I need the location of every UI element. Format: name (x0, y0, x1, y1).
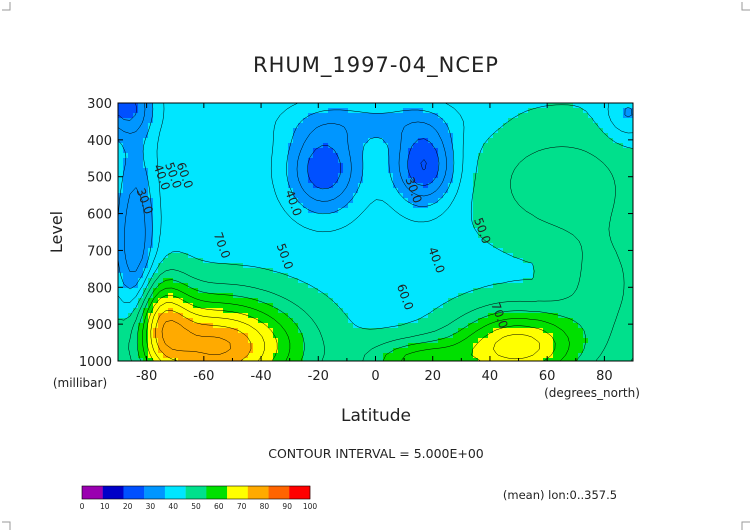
colorbar-swatch (144, 486, 166, 499)
x-axis: -80 -60 -40 -20 0 20 40 60 80 (117, 103, 634, 384)
contour-field (118, 103, 634, 362)
colorbar-tick-label: 70 (237, 502, 247, 511)
colorbar-tick-label: 30 (146, 502, 156, 511)
x-tick-label: 0 (371, 369, 379, 384)
x-axis-unit: (degrees_north) (544, 386, 640, 400)
colorbar: 0 10 20 30 40 50 60 70 80 90 100 (80, 485, 318, 511)
colorbar-tick-label: 60 (214, 502, 224, 511)
x-tick-label: 40 (482, 369, 499, 384)
contour-interval-note: CONTOUR INTERVAL = 5.000E+00 (268, 446, 484, 461)
x-tick-label: -20 (308, 369, 329, 384)
colorbar-tick-label: 40 (168, 502, 178, 511)
y-tick-label: 800 (87, 281, 112, 296)
colorbar-swatch (82, 486, 103, 499)
x-tick-label: -60 (193, 369, 214, 384)
colorbar-swatch (268, 486, 290, 499)
colorbar-swatch (247, 486, 269, 499)
x-tick-label: 80 (596, 369, 613, 384)
colorbar-swatch (123, 486, 145, 499)
colorbar-swatch (102, 486, 124, 499)
y-tick-label: 700 (87, 244, 112, 259)
colorbar-swatch (164, 486, 186, 499)
colorbar-tick-label: 50 (191, 502, 201, 511)
x-tick-label: -80 (136, 369, 157, 384)
contour-lines (117, 102, 634, 362)
colorbar-frame (81, 485, 311, 500)
x-axis-label: Latitude (341, 406, 411, 426)
colorbar-tick-label: 90 (282, 502, 292, 511)
colorbar-swatch (289, 486, 311, 499)
y-tick-label: 1000 (79, 355, 112, 370)
y-tick-label: 400 (87, 134, 112, 149)
y-axis-unit: (millibar) (53, 376, 107, 390)
colorbar-tick-label: 20 (123, 502, 133, 511)
colorbar-swatch (185, 486, 207, 499)
y-tick-label: 900 (87, 318, 112, 333)
footer-note: (mean) lon:0..357.5 (503, 488, 617, 502)
colorbar-swatch (206, 486, 228, 499)
colorbar-tick-label: 0 (80, 502, 85, 511)
y-axis: 300 400 500 600 700 800 900 1000 (79, 97, 633, 370)
colorbar-tick-label: 100 (303, 502, 318, 511)
colorbar-tick-label: 10 (100, 502, 110, 511)
x-tick-label: -40 (250, 369, 271, 384)
y-tick-label: 500 (87, 171, 112, 186)
colorbar-swatch (227, 486, 249, 499)
y-tick-label: 300 (87, 97, 112, 112)
y-axis-label: Level (47, 211, 66, 253)
x-tick-label: 60 (539, 369, 556, 384)
y-tick-label: 600 (87, 208, 112, 223)
x-tick-label: 20 (424, 369, 441, 384)
chart-title: RHUM_1997-04_NCEP (253, 53, 499, 78)
colorbar-tick-label: 80 (260, 502, 270, 511)
